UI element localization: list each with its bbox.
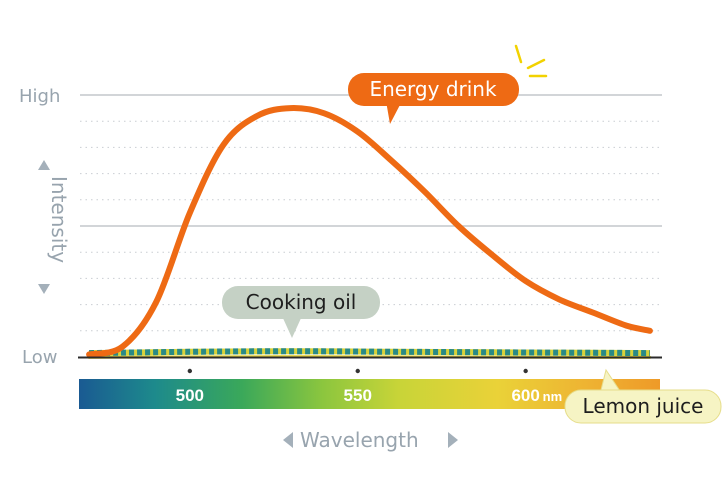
callout-lemon-juice: Lemon juice [564,368,722,424]
series-line-cooking-oil [89,348,650,357]
series-label-lemon-juice: Lemon juice [583,394,704,418]
x-tick-label-500: 500 [176,386,204,405]
x-ticks: 500 550 600 nm [176,368,563,405]
x-tick-dot-550 [355,368,360,374]
wavelength-spectrum-band [79,379,660,409]
sparkle-icon [514,44,548,78]
y-tick-label-high: High [19,86,60,107]
series-label-cooking-oil: Cooking oil [246,290,357,314]
arrow-right-icon [448,432,458,448]
callout-pointer [282,316,302,338]
x-unit-label: nm [543,389,563,404]
series-label-energy-drink: Energy drink [369,77,497,101]
arrow-up-icon [38,160,50,170]
x-tick-dot-600 [523,368,528,374]
x-tick-dot-500 [187,368,193,374]
y-tick-label-low: Low [22,347,57,368]
y-axis-title: Intensity [38,160,71,294]
callout-cooking-oil: Cooking oil [222,286,380,338]
callout-bubble [564,389,722,424]
callout-energy-drink: Energy drink [348,44,548,124]
y-axis-label: Intensity [47,176,71,263]
callout-pointer [386,101,402,124]
callout-seam [601,391,621,397]
x-axis-title: Wavelength [283,428,458,452]
series-line-energy-drink [86,105,653,358]
callout-bubble [348,73,519,106]
x-axis-label: Wavelength [300,428,419,452]
arrow-down-icon [38,284,50,294]
arrow-left-icon [283,432,293,448]
x-tick-label-550: 550 [344,386,372,405]
series-layer [86,105,653,359]
x-tick-label-600: 600 [511,386,539,405]
callout-bubble [222,286,380,319]
